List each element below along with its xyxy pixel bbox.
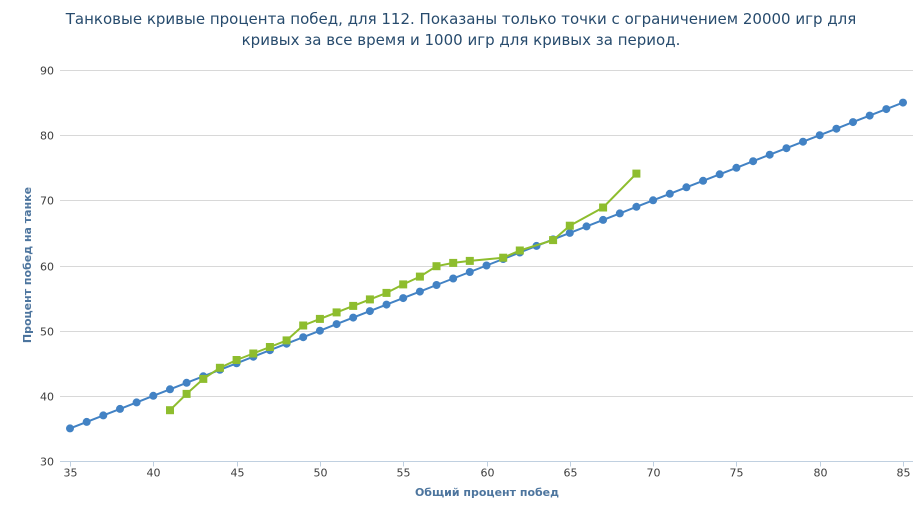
data-point[interactable] xyxy=(899,98,907,107)
data-point[interactable] xyxy=(649,196,658,205)
data-point[interactable] xyxy=(182,378,191,387)
x-tick-label: 35 xyxy=(64,467,78,480)
data-point[interactable] xyxy=(166,406,174,415)
y-tick-label: 30 xyxy=(40,456,54,469)
data-point[interactable] xyxy=(182,389,191,398)
data-point[interactable] xyxy=(349,301,358,310)
data-point[interactable] xyxy=(349,313,358,322)
data-point[interactable] xyxy=(382,288,391,297)
data-point[interactable] xyxy=(865,111,874,120)
data-point[interactable] xyxy=(149,391,158,400)
data-point[interactable] xyxy=(882,105,891,114)
data-point[interactable] xyxy=(399,280,408,289)
data-point[interactable] xyxy=(132,398,141,407)
x-tick-label: 50 xyxy=(314,467,328,480)
data-point[interactable] xyxy=(282,336,291,345)
data-point[interactable] xyxy=(432,281,441,289)
x-tick-label: 65 xyxy=(564,467,578,480)
data-point[interactable] xyxy=(232,356,241,364)
x-tick-label: 70 xyxy=(647,467,661,480)
series-2 xyxy=(166,169,641,415)
data-point[interactable] xyxy=(682,183,691,192)
x-tick-label: 85 xyxy=(897,467,911,480)
data-point[interactable] xyxy=(482,261,491,270)
data-point[interactable] xyxy=(299,321,308,330)
data-point[interactable] xyxy=(799,137,807,146)
x-tick-label: 40 xyxy=(147,467,161,480)
data-point[interactable] xyxy=(415,272,424,281)
grid-lines xyxy=(60,70,913,397)
y-tick-label: 70 xyxy=(40,195,54,208)
data-point[interactable] xyxy=(632,169,641,178)
data-point[interactable] xyxy=(715,170,724,179)
data-point[interactable] xyxy=(116,404,124,413)
data-point[interactable] xyxy=(665,189,674,198)
data-point[interactable] xyxy=(332,308,341,317)
x-tick-label: 55 xyxy=(397,467,411,480)
data-point[interactable] xyxy=(782,144,791,153)
axes xyxy=(60,461,913,467)
x-tick-label: 80 xyxy=(814,467,828,480)
data-point[interactable] xyxy=(432,262,441,271)
data-point[interactable] xyxy=(166,385,174,394)
y-tick-label: 80 xyxy=(40,130,54,143)
data-point[interactable] xyxy=(815,131,824,140)
y-tick-label: 60 xyxy=(40,261,54,274)
data-point[interactable] xyxy=(299,333,308,342)
chart-title-line-2: кривых за все время и 1000 игр для кривы… xyxy=(242,31,681,49)
data-point[interactable] xyxy=(449,258,458,267)
x-tick-label: 60 xyxy=(481,467,495,480)
y-tick-labels: 30 40 50 60 70 80 90 xyxy=(40,65,54,469)
data-point[interactable] xyxy=(66,424,74,433)
data-point[interactable] xyxy=(315,326,324,335)
data-point[interactable] xyxy=(632,202,641,211)
x-tick-label: 45 xyxy=(231,467,245,480)
data-point[interactable] xyxy=(582,222,591,231)
data-point[interactable] xyxy=(615,209,624,218)
series-1 xyxy=(66,98,907,433)
data-point[interactable] xyxy=(732,163,741,172)
data-point[interactable] xyxy=(415,287,424,296)
data-point[interactable] xyxy=(465,268,474,276)
data-point[interactable] xyxy=(765,150,774,159)
data-point[interactable] xyxy=(382,300,391,309)
data-point[interactable] xyxy=(215,363,224,372)
x-tick-label: 75 xyxy=(730,467,744,480)
series-line xyxy=(169,172,638,411)
y-axis-title: Процент побед на танке xyxy=(21,187,34,343)
data-point[interactable] xyxy=(549,236,558,245)
data-point[interactable] xyxy=(465,256,474,265)
data-point[interactable] xyxy=(565,228,574,237)
data-point[interactable] xyxy=(99,411,108,420)
data-point[interactable] xyxy=(332,320,341,329)
data-point[interactable] xyxy=(265,343,274,351)
data-point[interactable] xyxy=(82,417,91,426)
data-point[interactable] xyxy=(365,307,374,316)
data-point[interactable] xyxy=(599,215,608,224)
chart-title-line-1: Танковые кривые процента побед, для 112.… xyxy=(65,10,857,28)
data-series xyxy=(66,98,907,433)
data-point[interactable] xyxy=(749,157,758,166)
data-point[interactable] xyxy=(315,314,324,323)
data-point[interactable] xyxy=(365,295,374,304)
data-point[interactable] xyxy=(199,374,208,383)
y-tick-label: 40 xyxy=(40,391,54,404)
data-point[interactable] xyxy=(699,176,708,185)
data-point[interactable] xyxy=(599,203,608,212)
data-point[interactable] xyxy=(832,124,841,133)
x-tick-labels: 35 40 45 50 55 60 65 70 75 80 85 xyxy=(64,467,911,480)
data-point[interactable] xyxy=(449,274,458,283)
data-point[interactable] xyxy=(565,221,574,230)
x-axis-title: Общий процент побед xyxy=(415,486,559,499)
data-point[interactable] xyxy=(399,294,408,303)
data-point[interactable] xyxy=(499,253,508,262)
data-point[interactable] xyxy=(515,246,524,255)
y-tick-label: 90 xyxy=(40,65,54,78)
data-point[interactable] xyxy=(249,349,258,358)
y-tick-label: 50 xyxy=(40,326,54,339)
data-point[interactable] xyxy=(849,118,857,127)
chart-title: Танковые кривые процента побед, для 112.… xyxy=(65,10,857,49)
